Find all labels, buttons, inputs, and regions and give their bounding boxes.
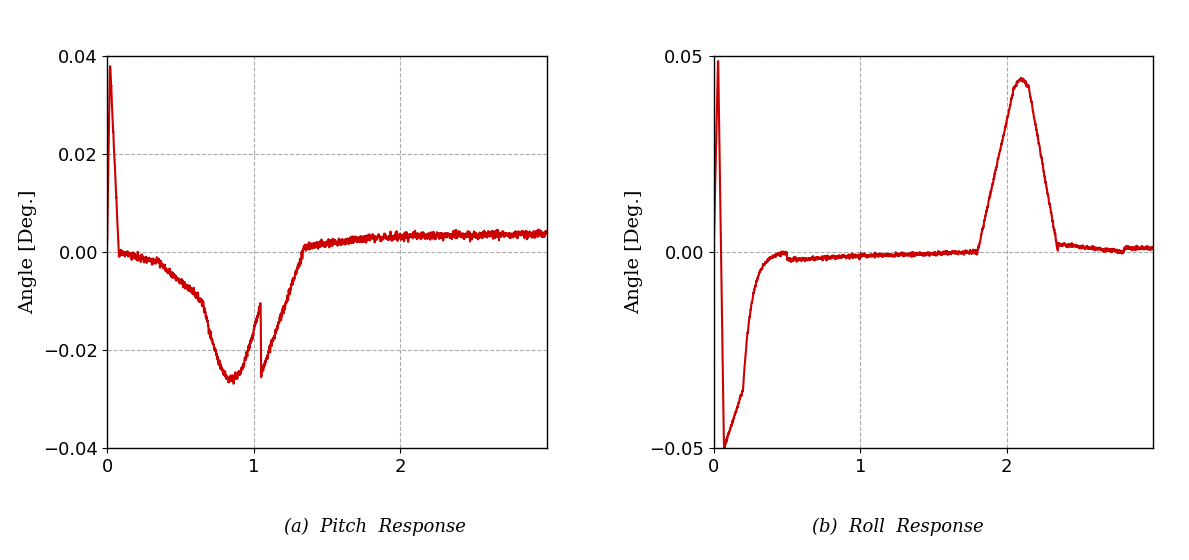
Text: (b)  Roll  Response: (b) Roll Response [812, 517, 983, 535]
Text: (a)  Pitch  Response: (a) Pitch Response [284, 517, 465, 535]
Y-axis label: Angle [Deg.]: Angle [Deg.] [625, 190, 643, 314]
Y-axis label: Angle [Deg.]: Angle [Deg.] [19, 190, 38, 314]
